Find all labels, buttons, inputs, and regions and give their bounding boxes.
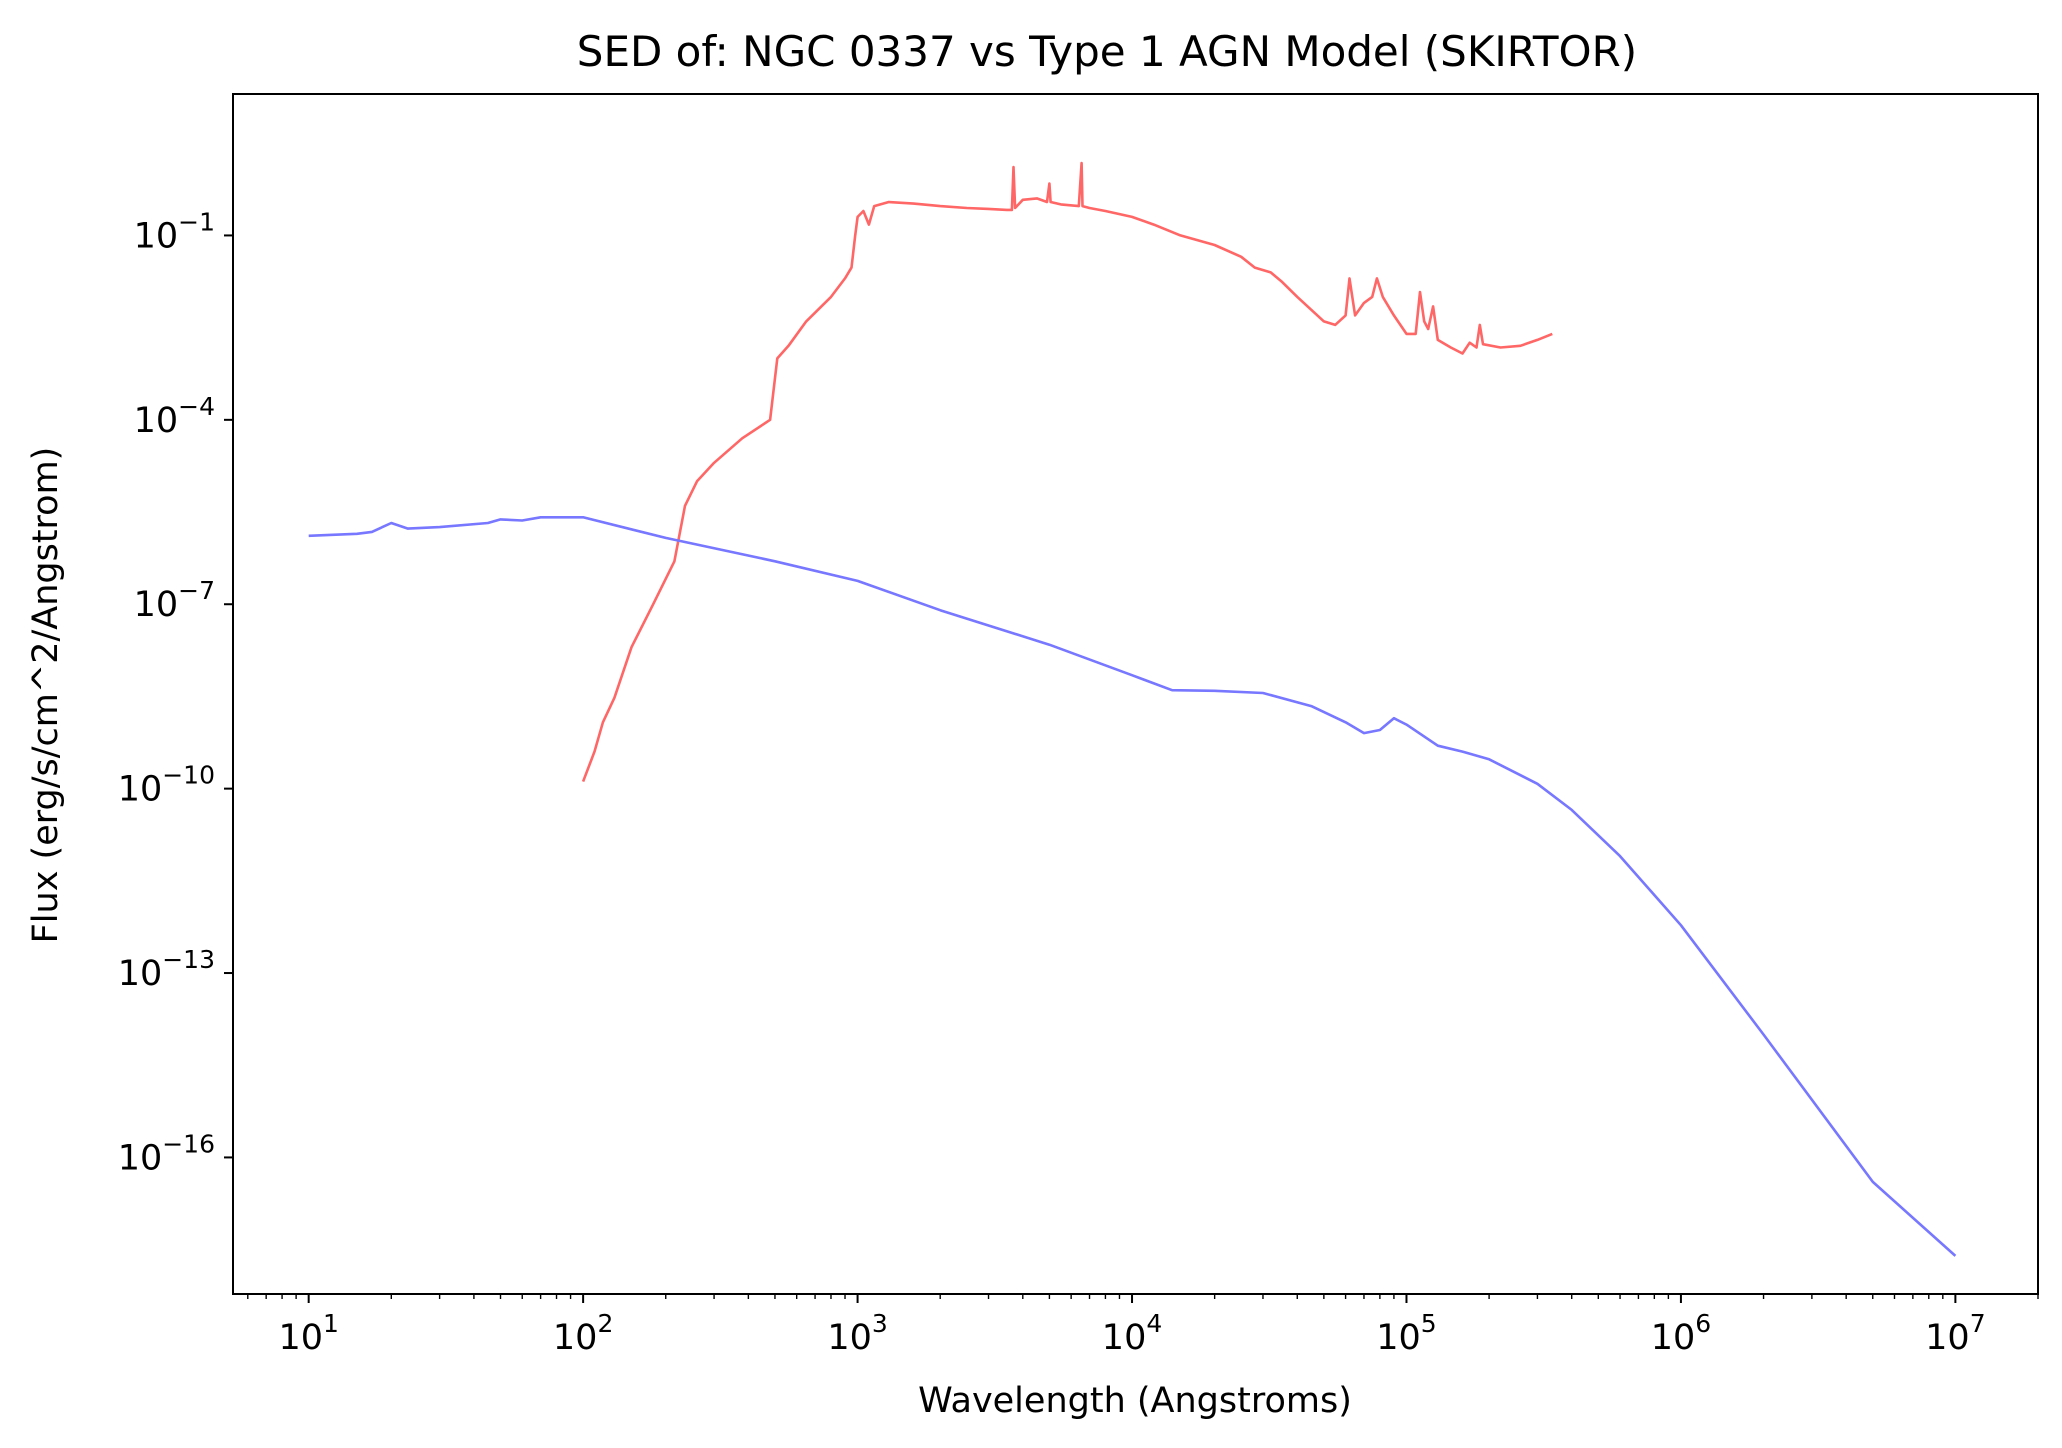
- y-tick-label: 10−16: [118, 1129, 215, 1178]
- x-axis-ticks: 101 102 103 104 105 106 107: [247, 1294, 2039, 1358]
- x-tick-label: 101: [278, 1309, 338, 1358]
- y-tick-label: 10−10: [118, 761, 215, 810]
- y-tick-label: 10−4: [134, 392, 215, 441]
- plot-frame: [232, 93, 2039, 1295]
- x-axis-label: Wavelength (Angstroms): [918, 1381, 1352, 1421]
- x-tick-label: 102: [553, 1309, 613, 1358]
- y-tick-label: 10−7: [134, 576, 215, 625]
- x-tick-label: 106: [1651, 1309, 1711, 1358]
- x-tick-label: 107: [1925, 1309, 1985, 1358]
- series-layer: [308, 161, 1957, 1257]
- y-tick-label: 10−1: [134, 207, 215, 256]
- series-line-2: [308, 516, 1957, 1257]
- y-tick-label: 10−13: [118, 945, 215, 994]
- chart-title: SED of: NGC 0337 vs Type 1 AGN Model (SK…: [577, 27, 1637, 76]
- x-tick-label: 104: [1102, 1309, 1162, 1358]
- x-tick-label: 103: [827, 1309, 887, 1358]
- series-line-1: [581, 161, 1553, 783]
- y-axis-label: Flux (erg/s/cm^2/Angstrom): [26, 447, 66, 944]
- y-axis-ticks: 10−1 10−4 10−7 10−10 10−13 10−16: [118, 207, 233, 1178]
- x-tick-label: 105: [1376, 1309, 1436, 1358]
